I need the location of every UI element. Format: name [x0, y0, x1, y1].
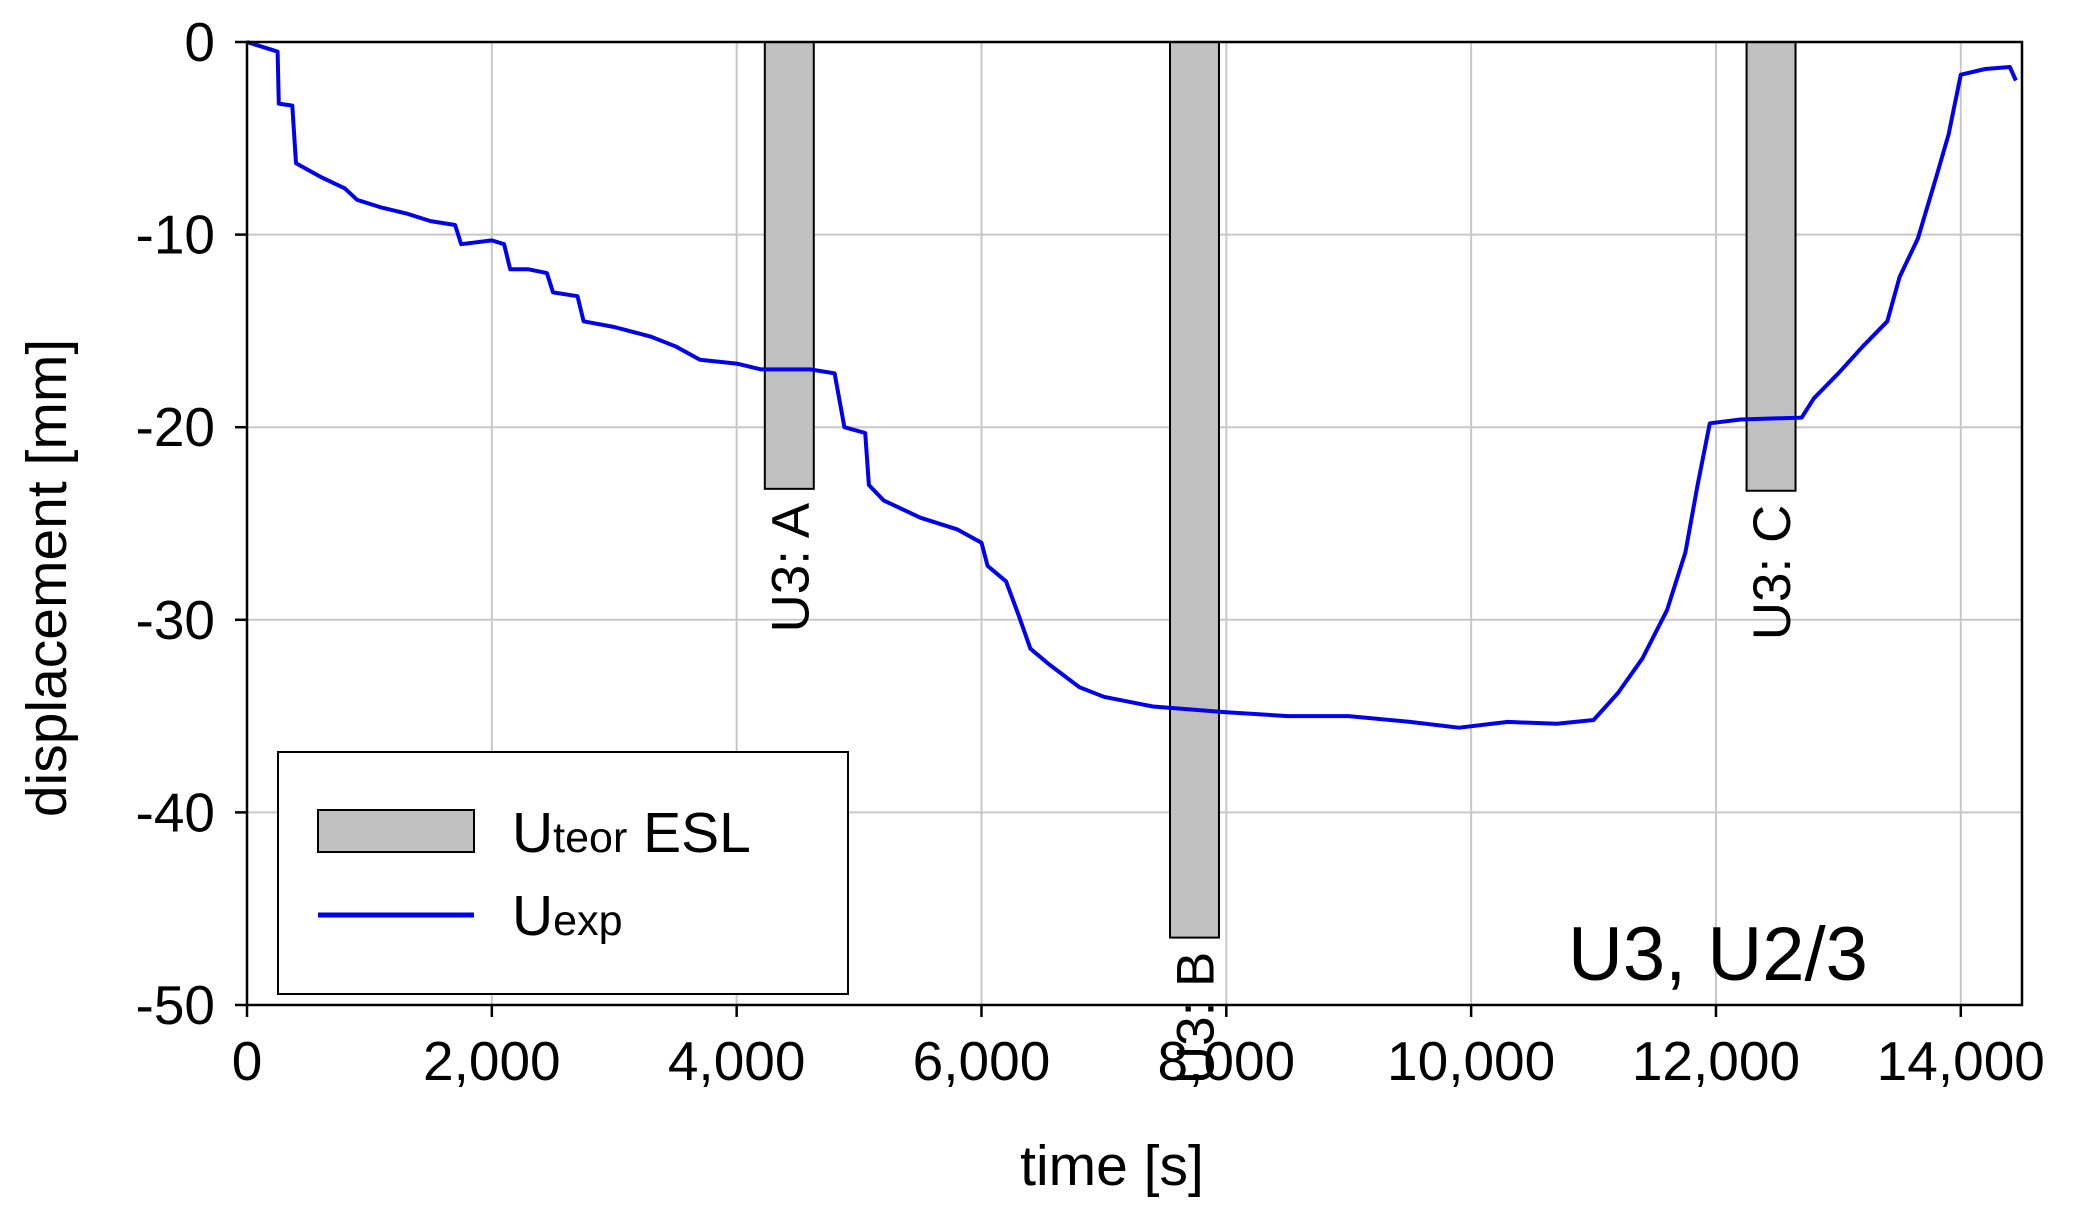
y-tick-label: -30: [136, 589, 216, 651]
x-tick-label: 2,000: [423, 1030, 561, 1092]
x-tick-label: 6,000: [913, 1030, 1051, 1092]
x-tick-label: 10,000: [1387, 1030, 1555, 1092]
legend-bar-swatch: [317, 809, 475, 853]
bar-3: [1745, 41, 1797, 492]
x-ticks: 0 2,000 4,000 6,000 8,000 10,000 12,000 14,000: [232, 1005, 2045, 1092]
legend-label-uexp: Uexp: [512, 884, 623, 948]
series: [246, 40, 2018, 730]
x-tick-label: 0: [232, 1030, 263, 1092]
y-tick-label: -20: [136, 396, 216, 458]
x-tick-label: 4,000: [668, 1030, 806, 1092]
bar-1: [763, 41, 815, 490]
plot-frame: [245, 40, 2024, 1007]
bar-label-3: U3: C: [1743, 505, 1802, 640]
bar-labels: U3: A U3: B U3: C: [761, 502, 1802, 1084]
x-axis-title: time [s]: [1020, 1134, 1204, 1198]
x-tick-label: 14,000: [1877, 1030, 2045, 1092]
chart-annotation: U3, U2/3: [1568, 912, 1868, 997]
y-tick-label: -50: [136, 974, 216, 1036]
bar-label-1: U3: A: [761, 502, 820, 632]
bar-2: [1169, 41, 1220, 939]
legend: Uteor ESL Uexp: [277, 751, 849, 995]
x-tick-label: 8,000: [1157, 1030, 1295, 1092]
y-ticks: 0 -10 -20 -30 -40 -50: [136, 11, 247, 1036]
y-tick-label: 0: [184, 11, 215, 73]
bar-label-2: U3: B: [1166, 952, 1225, 1085]
bars: [763, 41, 1797, 939]
legend-label-uteor: Uteor ESL: [512, 801, 751, 865]
y-axis-title: displacement [mm]: [15, 339, 79, 817]
x-tick-label: 12,000: [1632, 1030, 1800, 1092]
y-tick-label: -10: [136, 204, 216, 266]
series-line-uexp: [246, 40, 2018, 730]
y-tick-label: -40: [136, 781, 216, 843]
legend-box: [277, 751, 849, 995]
